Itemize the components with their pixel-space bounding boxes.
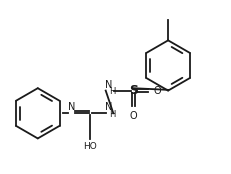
Text: H: H	[109, 87, 116, 96]
Text: O: O	[153, 86, 161, 96]
Text: S: S	[129, 84, 138, 97]
Text: H: H	[109, 110, 116, 119]
Text: N: N	[105, 102, 112, 112]
Text: N: N	[67, 102, 75, 112]
Text: N: N	[105, 80, 112, 90]
Text: HO: HO	[84, 142, 97, 151]
Text: O: O	[130, 111, 137, 121]
